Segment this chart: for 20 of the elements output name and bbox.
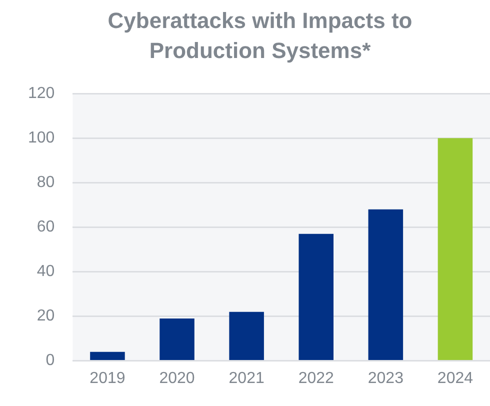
- chart-title: Cyberattacks with Impacts to Production Systems*: [106, 7, 414, 65]
- y-tick-label: 100: [28, 130, 55, 147]
- y-tick-label: 60: [36, 218, 55, 236]
- y-tick-label: 80: [36, 174, 55, 192]
- bar: [160, 318, 194, 360]
- x-tick-label: 2024: [437, 370, 474, 387]
- x-tick-label: 2020: [159, 370, 195, 387]
- bar: [368, 209, 404, 360]
- x-tick-label: 2021: [228, 370, 264, 387]
- bar: [229, 312, 264, 360]
- bar: [438, 138, 473, 360]
- bar: [90, 352, 125, 360]
- bar: [298, 234, 334, 360]
- y-tick-label: 20: [36, 308, 55, 325]
- x-tick-label: 2023: [368, 370, 404, 387]
- y-tick-label: 40: [36, 263, 55, 280]
- x-tick-label: 2022: [298, 370, 334, 387]
- y-tick-label: 120: [28, 85, 55, 102]
- x-tick-label: 2019: [90, 370, 126, 387]
- y-tick-label: 0: [46, 352, 55, 370]
